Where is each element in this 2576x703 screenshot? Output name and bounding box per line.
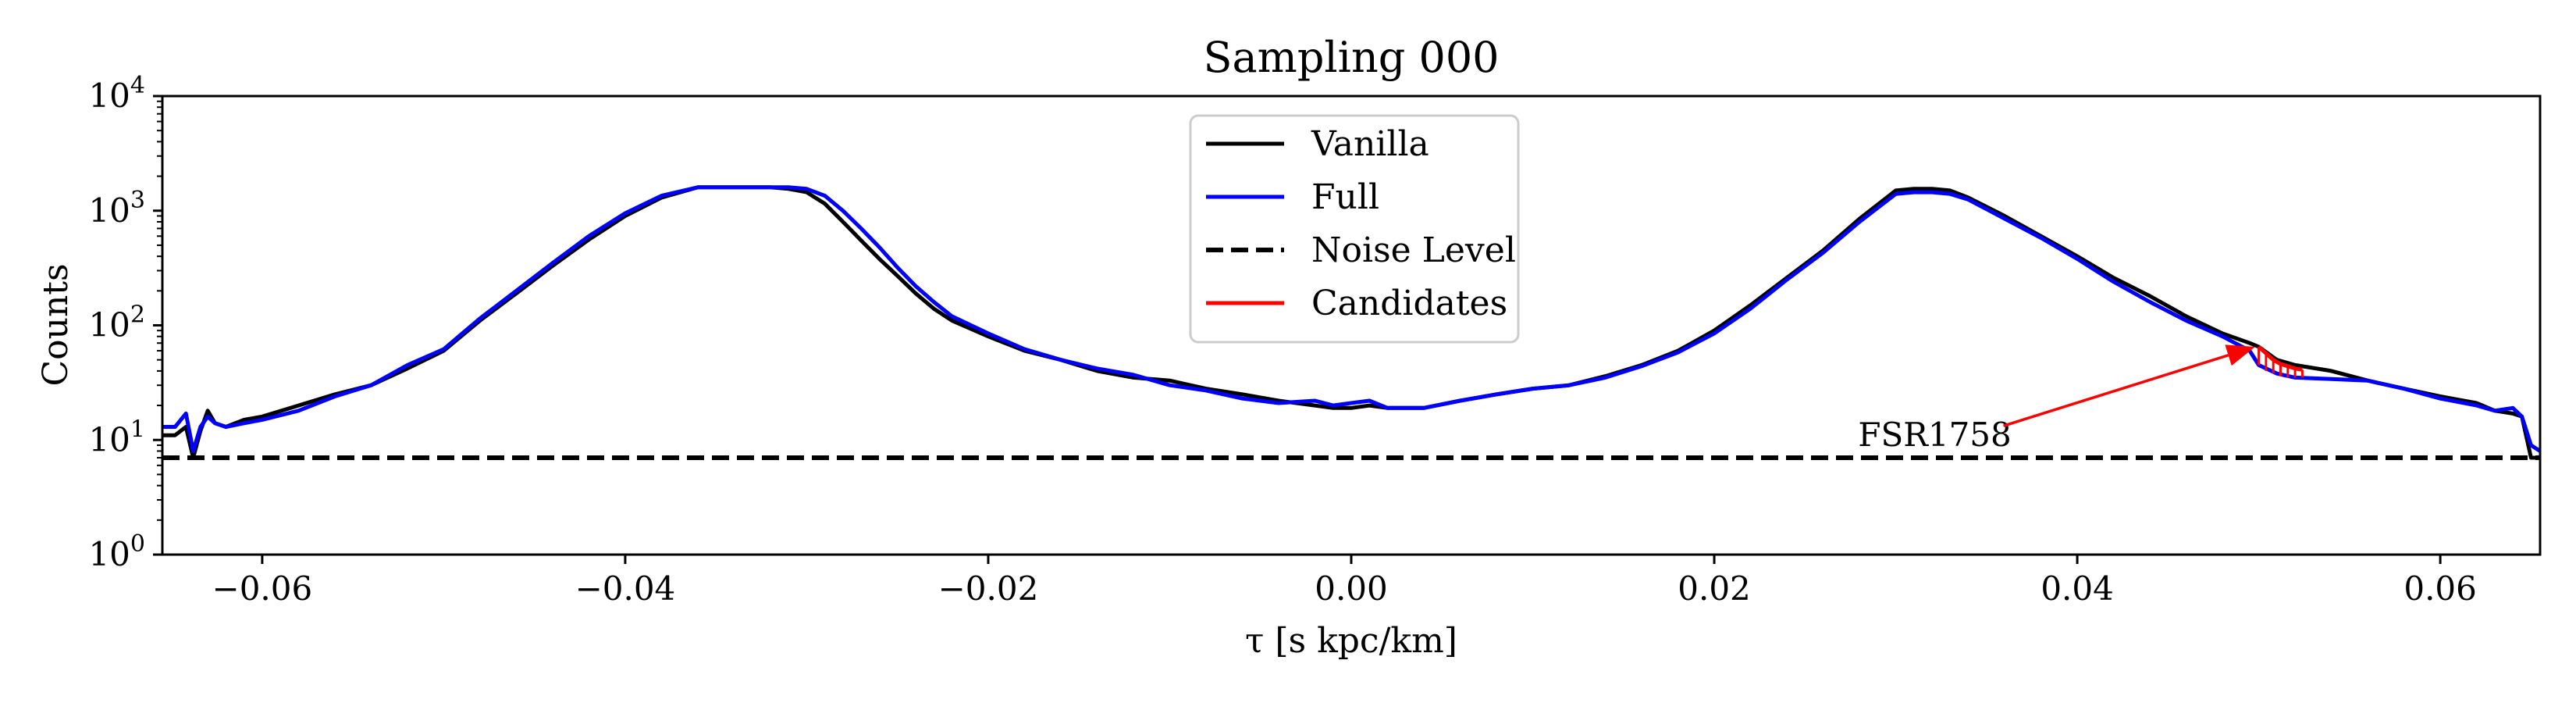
y-tick-label-base: 10 [88, 535, 130, 573]
annotation-arrow-line [2003, 354, 2229, 427]
y-tick-label-base: 10 [88, 77, 130, 115]
legend-box [1189, 114, 1520, 344]
legend-label-candidates: Candidates [1311, 284, 1507, 323]
y-tick-label-exponent: 3 [130, 187, 145, 214]
chart-title: Sampling 000 [1203, 33, 1499, 82]
x-tick-label: −0.06 [212, 569, 313, 608]
legend-label-full: Full [1311, 177, 1379, 217]
y-tick-label: 102 [88, 302, 145, 344]
y-tick-label-base: 10 [88, 420, 130, 459]
x-tick-label: 0.00 [1315, 569, 1388, 608]
y-tick-label-base: 10 [88, 191, 130, 230]
legend-label-noise-level: Noise Level [1311, 230, 1516, 270]
series-line-candidates [2257, 345, 2303, 372]
legend: Vanilla Full Noise Level Candidates [1189, 114, 1520, 344]
y-tick-label: 101 [88, 416, 145, 459]
x-axis-label: τ [s kpc/km] [1245, 621, 1457, 661]
legend-label-vanilla: Vanilla [1311, 124, 1429, 164]
y-tick-label: 103 [88, 187, 145, 230]
x-tick-label: −0.04 [575, 569, 676, 608]
annotation-layer: FSR1758 [1858, 344, 2255, 454]
y-axis-label: Counts [36, 263, 76, 386]
x-axis-ticks: −0.06 −0.04 −0.02 0.00 0.02 0.04 0.06 [212, 555, 2477, 608]
y-tick-label-exponent: 4 [130, 72, 145, 99]
series-layer [162, 185, 2540, 460]
x-tick-label: 0.02 [1678, 569, 1751, 608]
y-tick-label: 104 [88, 72, 145, 115]
y-tick-label: 100 [88, 530, 145, 573]
y-tick-label-exponent: 0 [130, 530, 145, 558]
x-tick-label: −0.02 [938, 569, 1039, 608]
annotation-label: FSR1758 [1858, 416, 2011, 454]
series-line-full [162, 185, 2540, 453]
x-tick-label: 0.06 [2403, 569, 2477, 608]
y-tick-label-base: 10 [88, 306, 130, 344]
y-tick-label-exponent: 1 [130, 416, 145, 443]
y-tick-label-exponent: 2 [130, 302, 145, 329]
annotation-arrowhead [2225, 344, 2255, 366]
x-tick-label: 0.04 [2041, 569, 2114, 608]
